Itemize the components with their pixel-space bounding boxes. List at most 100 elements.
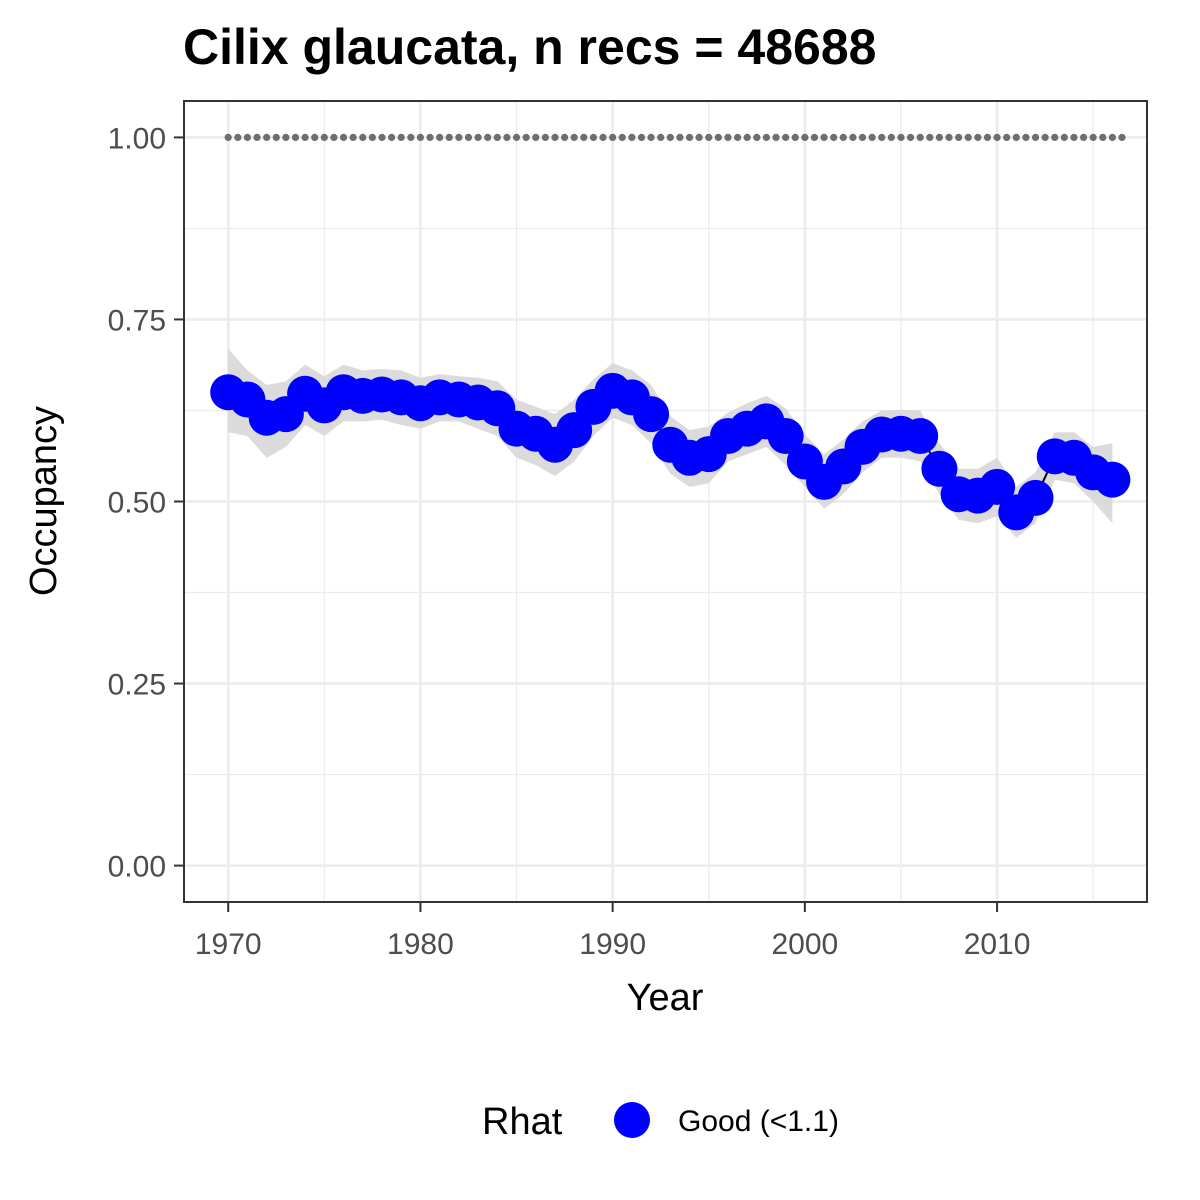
reference-dot: [387, 133, 396, 142]
reference-dot: [830, 133, 838, 142]
reference-dot: [791, 133, 799, 142]
reference-dot: [1003, 133, 1011, 142]
reference-dot: [339, 133, 348, 142]
reference-dot: [618, 133, 626, 142]
y-tick-label: 0.00: [108, 851, 166, 884]
reference-dot: [253, 133, 261, 142]
reference-dot: [724, 133, 732, 142]
reference-dot: [291, 133, 300, 142]
data-point: [767, 417, 804, 454]
reference-dot: [820, 133, 828, 142]
data-point: [1094, 461, 1131, 498]
reference-dot: [311, 133, 319, 142]
reference-dot: [512, 133, 521, 142]
reference-dot: [560, 133, 569, 142]
x-tick-label: 1980: [387, 928, 454, 961]
reference-dot: [955, 133, 963, 142]
reference-dot: [1108, 133, 1117, 142]
reference-dot: [1089, 133, 1097, 142]
reference-dot: [282, 133, 290, 142]
reference-dot: [916, 133, 924, 142]
reference-dot: [349, 133, 357, 142]
x-axis-title: Year: [627, 977, 704, 1019]
legend-title: Rhat: [482, 1101, 563, 1143]
x-tick-label: 2000: [771, 928, 838, 961]
reference-dot: [772, 133, 780, 142]
data-point: [921, 450, 958, 487]
reference-dot: [926, 133, 934, 142]
reference-dot: [330, 133, 338, 142]
y-tick-label: 0.50: [108, 487, 166, 520]
data-points: [210, 372, 1131, 531]
reference-dot: [474, 133, 482, 142]
reference-dot: [503, 133, 511, 142]
data-point: [902, 417, 939, 454]
y-tick-label: 1.00: [108, 122, 166, 155]
reference-dot: [1118, 133, 1126, 142]
x-tick-label: 2010: [964, 928, 1031, 961]
reference-dot: [484, 133, 492, 142]
reference-dot: [868, 133, 876, 142]
reference-dot: [407, 133, 415, 142]
reference-dot: [589, 133, 598, 142]
reference-dot: [1099, 133, 1107, 142]
x-tick-label: 1970: [195, 928, 262, 961]
reference-dot: [685, 133, 694, 142]
reference-dot: [945, 133, 953, 142]
reference-dot: [897, 133, 905, 142]
reference-dot: [974, 133, 982, 142]
reference-dot: [224, 133, 232, 142]
reference-dot: [234, 133, 242, 142]
reference-dot: [964, 133, 972, 142]
reference-dot: [753, 133, 761, 142]
reference-dot: [695, 133, 703, 142]
reference-dot: [628, 133, 636, 142]
reference-dot: [522, 133, 530, 142]
reference-dot: [762, 133, 771, 142]
reference-dot: [906, 133, 915, 142]
reference-dot: [1022, 133, 1030, 142]
reference-dot: [878, 133, 886, 142]
reference-dot: [416, 133, 425, 142]
reference-dot: [1031, 133, 1040, 142]
reference-dot: [368, 133, 376, 142]
reference-dot: [272, 133, 280, 142]
reference-dot: [733, 133, 742, 142]
x-axis-ticks: 1970 1980 1990 2000 2010: [195, 902, 1031, 961]
reference-dot: [426, 133, 434, 142]
reference-dot: [599, 133, 607, 142]
reference-dot: [320, 133, 328, 142]
reference-dot: [445, 133, 453, 142]
y-axis-title: Occupancy: [23, 406, 65, 596]
reference-line-layer: [224, 133, 1126, 142]
reference-dot: [983, 133, 992, 142]
reference-dot: [935, 133, 944, 142]
reference-dot: [676, 133, 684, 142]
y-tick-label: 0.25: [108, 669, 166, 702]
reference-dot: [993, 133, 1001, 142]
reference-dot: [839, 133, 847, 142]
reference-dot: [532, 133, 540, 142]
reference-dot: [801, 133, 809, 142]
y-axis-ticks: 0.00 0.25 0.50 0.75 1.00: [108, 122, 184, 884]
reference-dot: [263, 133, 271, 142]
reference-dot: [637, 133, 646, 142]
reference-dot: [647, 133, 655, 142]
reference-dot: [378, 133, 386, 142]
x-tick-label: 1990: [579, 928, 646, 961]
reference-dot: [359, 133, 367, 142]
reference-dot: [397, 133, 405, 142]
reference-dot: [1041, 133, 1049, 142]
reference-dot: [541, 133, 549, 142]
reference-dot: [243, 133, 252, 142]
reference-dot: [301, 133, 309, 142]
reference-dot: [782, 133, 790, 142]
reference-dot: [849, 133, 857, 142]
reference-dot: [666, 133, 674, 142]
reference-dot: [580, 133, 588, 142]
reference-dot: [887, 133, 895, 142]
legend-key-good: [614, 1102, 650, 1138]
reference-dot: [609, 133, 617, 142]
reference-dot: [1079, 133, 1088, 142]
